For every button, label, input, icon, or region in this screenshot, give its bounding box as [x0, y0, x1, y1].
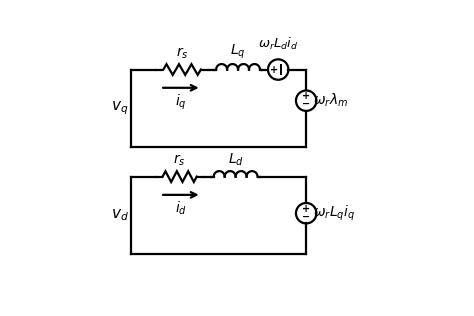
Text: $r_s$: $r_s$ — [173, 153, 186, 168]
Text: −: − — [302, 212, 310, 222]
Text: +: + — [302, 204, 310, 214]
Text: $r_s$: $r_s$ — [176, 46, 188, 61]
Text: −: − — [302, 99, 310, 109]
Text: $v_d$: $v_d$ — [111, 208, 128, 223]
Text: $\omega_r L_d i_d$: $\omega_r L_d i_d$ — [258, 36, 299, 52]
Text: $L_d$: $L_d$ — [228, 152, 244, 168]
Text: $L_q$: $L_q$ — [230, 43, 246, 61]
Text: $v_q$: $v_q$ — [111, 100, 128, 117]
Text: $\omega_r L_q i_q$: $\omega_r L_q i_q$ — [313, 204, 356, 223]
Text: $\omega_r \lambda_m$: $\omega_r \lambda_m$ — [313, 92, 348, 109]
Text: +: + — [302, 91, 310, 101]
Text: $i_q$: $i_q$ — [175, 93, 187, 112]
Text: +: + — [270, 64, 278, 75]
Text: $i_d$: $i_d$ — [175, 200, 187, 217]
